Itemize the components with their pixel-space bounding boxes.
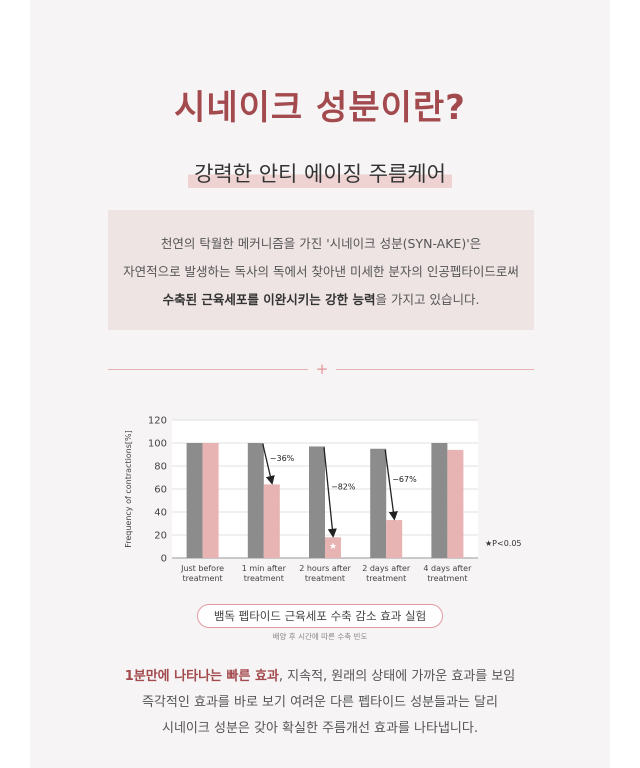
bar-series2	[447, 449, 464, 558]
reduction-label: −82%	[331, 482, 356, 491]
y-tick-label: 0	[161, 554, 167, 565]
reduction-arrow	[323, 447, 337, 538]
contraction-chart: 0 20 40 60 80 100 120 Frequency of contractions…	[124, 416, 522, 584]
bar-series1	[247, 443, 264, 558]
x-tick-label: treatment	[366, 574, 406, 583]
intro-box: 천연의 탁월한 메커니즘을 가진 '시네이크 성분(SYN-AKE)'은 자연적…	[108, 210, 534, 330]
y-tick-label: 80	[154, 462, 167, 473]
y-tick-label: 20	[154, 531, 167, 542]
intro-line-3-rest: 을 가지고 있습니다.	[375, 292, 480, 307]
y-tick-label: 60	[154, 485, 167, 496]
bar-series1	[186, 443, 203, 558]
chart-title: 뱀독 펩타이드 근육세포 수축 감소 효과 실험	[196, 604, 444, 628]
outro-line-3: 시네이크 성분은 갖아 확실한 주름개선 효과를 나타냅니다.	[162, 721, 478, 736]
bar-series2	[202, 443, 219, 558]
plus-icon: +	[315, 360, 329, 378]
intro-line-3: 수축된 근육세포를 이완시키는 강한 능력을 가지고 있습니다.	[108, 286, 534, 314]
bar-series2	[325, 537, 341, 558]
x-tick-label: treatment	[244, 574, 284, 583]
reduction-label: −67%	[392, 475, 417, 484]
bar-series2	[263, 484, 280, 558]
y-tick-label: 40	[154, 508, 167, 519]
y-axis-label: Frequency of contractions[%]	[124, 430, 133, 548]
bar-series1	[309, 446, 325, 558]
x-tick-label: Just before	[180, 564, 224, 573]
outro-line-1: 1분만에 나타나는 빠른 효과, 지속적, 원래의 상태에 가까운 효과를 보임	[30, 664, 610, 690]
bar-series1	[431, 443, 448, 558]
page-panel: 시네이크 성분이란? 강력한 안티 에이징 주름케어 천연의 탁월한 메커니즘을…	[30, 0, 610, 768]
x-tick-label: 1 min after	[242, 564, 287, 573]
divider-right	[336, 369, 534, 370]
y-tick-label: 120	[148, 416, 167, 427]
intro-highlight: 수축된 근육세포를 이완시키는 강한 능력	[162, 292, 376, 307]
reduction-arrow	[384, 449, 398, 521]
outro-line-1-rest: , 지속적, 원래의 상태에 가까운 효과를 보임	[278, 669, 516, 684]
chart-caption: 배양 후 시간에 따른 수축 빈도	[272, 632, 368, 641]
bar-series1	[370, 448, 387, 558]
significance-star: ★	[329, 542, 337, 552]
outro-accent: 1분만에 나타나는 빠른 효과	[124, 669, 279, 684]
x-tick-label: 4 days after	[423, 564, 472, 573]
x-tick-label: 2 days after	[362, 564, 411, 573]
x-tick-label: treatment	[183, 574, 223, 583]
intro-line-1: 천연의 탁월한 메커니즘을 가진 '시네이크 성분(SYN-AKE)'은	[160, 236, 482, 251]
significance-note: ★P<0.05	[485, 539, 522, 548]
reduction-arrow	[262, 443, 275, 485]
page-subtitle: 강력한 안티 에이징 주름케어	[188, 158, 452, 188]
x-tick-label: treatment	[305, 574, 345, 583]
reduction-label: −36%	[270, 454, 295, 463]
x-tick-label: 2 hours after	[299, 564, 351, 573]
outro-text: 1분만에 나타나는 빠른 효과, 지속적, 원래의 상태에 가까운 효과를 보임…	[30, 664, 610, 742]
bar-series2	[386, 520, 403, 558]
divider-left	[108, 369, 308, 370]
page-title: 시네이크 성분이란?	[174, 88, 466, 128]
x-tick-label: treatment	[427, 574, 467, 583]
intro-line-2: 자연적으로 발생하는 독사의 독에서 찾아낸 미세한 분자의 인공펩타이드로써	[123, 264, 519, 279]
y-tick-label: 100	[148, 439, 167, 450]
outro-line-2: 즉각적인 효과를 바로 보기 여려운 다른 펩타이드 성분들과는 달리	[142, 695, 498, 710]
